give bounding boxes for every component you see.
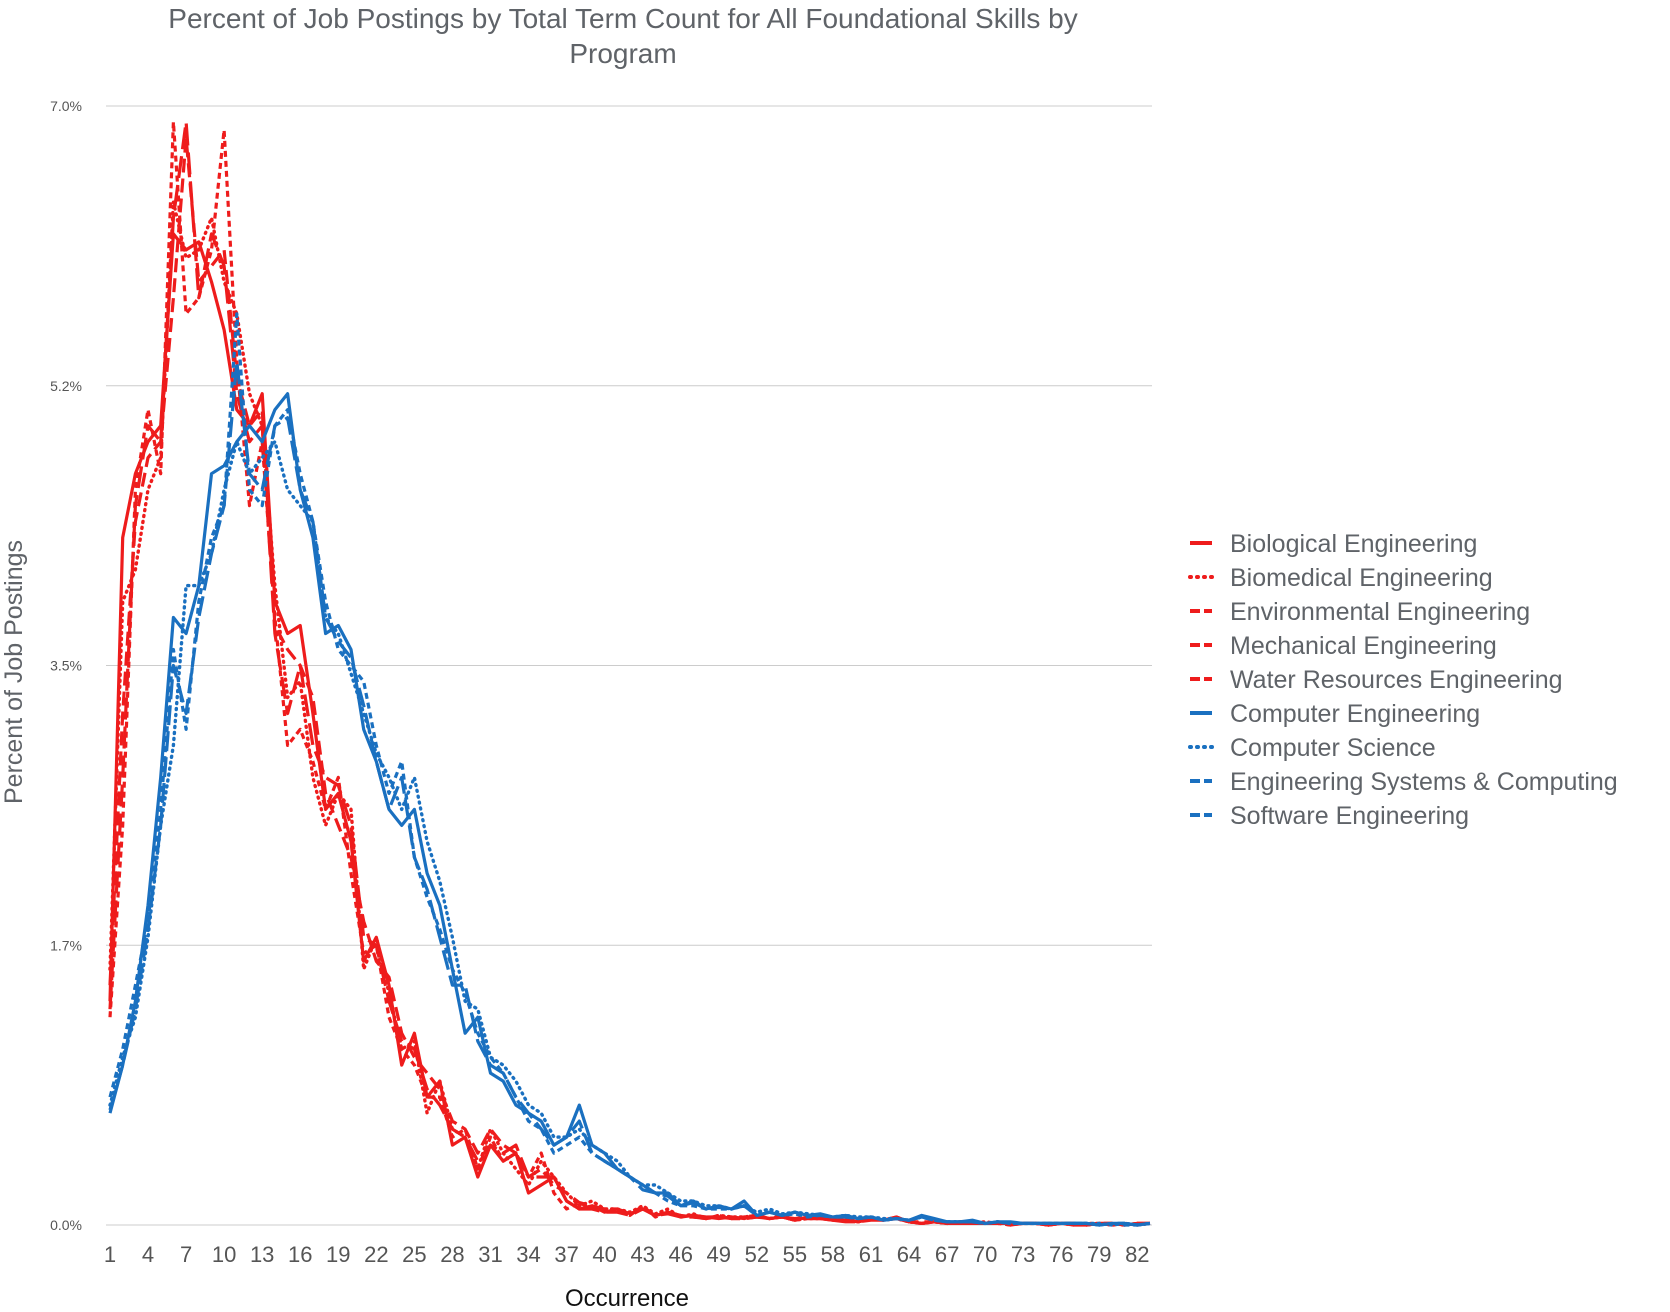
x-tick-label: 7 [180,1242,192,1267]
legend-item: Computer Engineering [1230,700,1480,728]
x-axis-label: Occurrence [565,1285,689,1312]
x-tick-label: 76 [1049,1242,1073,1267]
x-tick-label: 28 [440,1242,464,1267]
y-tick-label: 7.0% [50,98,82,114]
x-tick-label: 79 [1087,1242,1111,1267]
chart-title-line1: Percent of Job Postings by Total Term Co… [168,3,1077,34]
series-line [108,120,1150,1227]
legend-item: Environmental Engineering [1230,598,1530,626]
series-line [108,440,1152,1227]
x-tick-label: 67 [935,1242,959,1267]
series-line [108,392,1151,1227]
x-tick-label: 52 [745,1242,769,1267]
series-lines [108,120,1152,1227]
x-tick-label: 4 [142,1242,154,1267]
x-axis-ticks: 1 4 7 10 13 16 19 22 25 28 31 34 37 40 43 46 49 52 55 58 61 6… [104,1242,1150,1267]
y-axis-label: Percent of Job Postings [0,540,28,804]
series-line [108,360,1151,1227]
legend-item: Biomedical Engineering [1230,564,1493,592]
x-tick-label: 19 [326,1242,350,1267]
legend-item: Computer Science [1230,734,1436,762]
legend-item: Software Engineering [1230,802,1469,830]
x-tick-label: 64 [897,1242,921,1267]
x-tick-label: 13 [250,1242,274,1267]
legend-item: Engineering Systems & Computing [1230,768,1618,796]
y-tick-label: 1.7% [50,937,82,953]
x-tick-label: 16 [288,1242,312,1267]
x-tick-label: 43 [630,1242,654,1267]
x-tick-label: 49 [707,1242,731,1267]
x-tick-label: 55 [783,1242,807,1267]
chart-title-line2: Program [569,38,676,69]
legend-item: Biological Engineering [1230,530,1477,558]
y-tick-label: 5.2% [50,378,82,394]
y-tick-label: 3.5% [50,658,82,674]
y-axis-ticks: 0.0% 1.7% 3.5% 5.2% 7.0% [50,98,82,1233]
series-line [108,120,1151,1227]
x-tick-label: 22 [364,1242,388,1267]
series-line [108,136,1150,1227]
x-tick-label: 25 [402,1242,426,1267]
x-tick-label: 82 [1125,1242,1149,1267]
x-tick-label: 40 [592,1242,616,1267]
legend-item: Mechanical Engineering [1230,632,1497,660]
x-tick-label: 10 [212,1242,236,1267]
series-line [108,200,1152,1227]
legend-item: Water Resources Engineering [1230,666,1563,694]
x-tick-label: 46 [668,1242,692,1267]
x-tick-label: 70 [973,1242,997,1267]
grid-lines [106,105,1152,1226]
x-tick-label: 34 [516,1242,540,1267]
series-line [108,232,1150,1227]
x-tick-label: 31 [478,1242,502,1267]
x-tick-label: 37 [554,1242,578,1267]
x-tick-label: 73 [1011,1242,1035,1267]
y-tick-label: 0.0% [50,1217,82,1233]
x-tick-label: 61 [859,1242,883,1267]
legend: Biological Engineering Biomedical Enginee… [1188,530,1618,830]
x-tick-label: 58 [821,1242,845,1267]
x-tick-label: 1 [104,1242,116,1267]
